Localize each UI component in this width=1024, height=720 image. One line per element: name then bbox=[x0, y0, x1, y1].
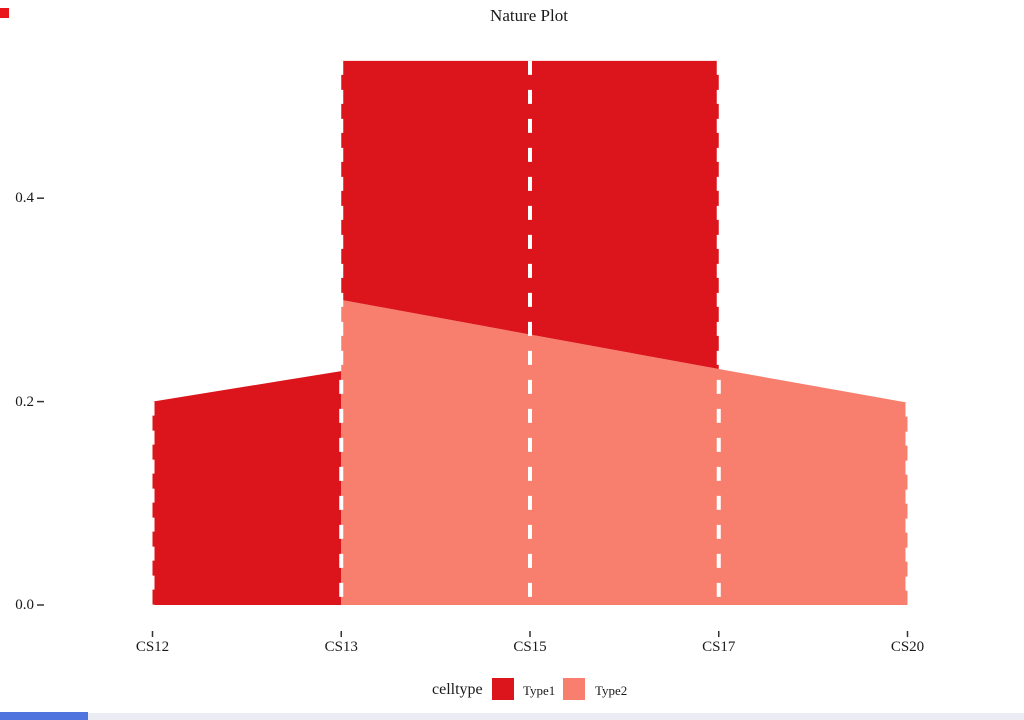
x-axis-label-cs13: CS13 bbox=[324, 639, 358, 655]
legend-label-type1: Type1 bbox=[523, 683, 556, 698]
legend-swatch-type2 bbox=[563, 678, 585, 700]
x-axis-label-cs17: CS17 bbox=[702, 639, 736, 655]
y-axis-label-0.2: 0.2 bbox=[15, 393, 34, 410]
corner-red-square bbox=[0, 8, 9, 18]
area-type2 bbox=[341, 299, 908, 605]
bottom-scrollbar-thumb[interactable] bbox=[0, 712, 88, 720]
x-axis-label-cs15: CS15 bbox=[513, 639, 547, 655]
bottom-scrollbar-track[interactable] bbox=[0, 713, 1024, 720]
legend-label-type2: Type2 bbox=[595, 683, 628, 698]
y-axis-label-0.4: 0.4 bbox=[15, 190, 34, 207]
legend-swatch-type1 bbox=[492, 678, 514, 700]
area-type1-ribbon bbox=[152, 371, 342, 605]
x-axis-label-cs20: CS20 bbox=[890, 639, 925, 655]
legend-title: celltype bbox=[432, 681, 483, 698]
y-axis-label-0.0: 0.0 bbox=[15, 597, 34, 613]
chart-title: Nature Plot bbox=[490, 6, 568, 25]
x-axis-label-cs12: CS12 bbox=[135, 639, 170, 655]
